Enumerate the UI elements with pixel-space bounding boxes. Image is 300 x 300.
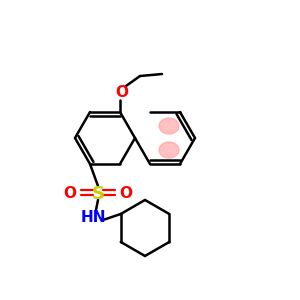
Ellipse shape [159,118,179,134]
Text: O: O [119,187,133,202]
Text: S: S [92,185,104,203]
Ellipse shape [159,142,179,158]
Text: O: O [64,187,76,202]
Text: HN: HN [80,211,106,226]
Text: O: O [116,85,128,100]
